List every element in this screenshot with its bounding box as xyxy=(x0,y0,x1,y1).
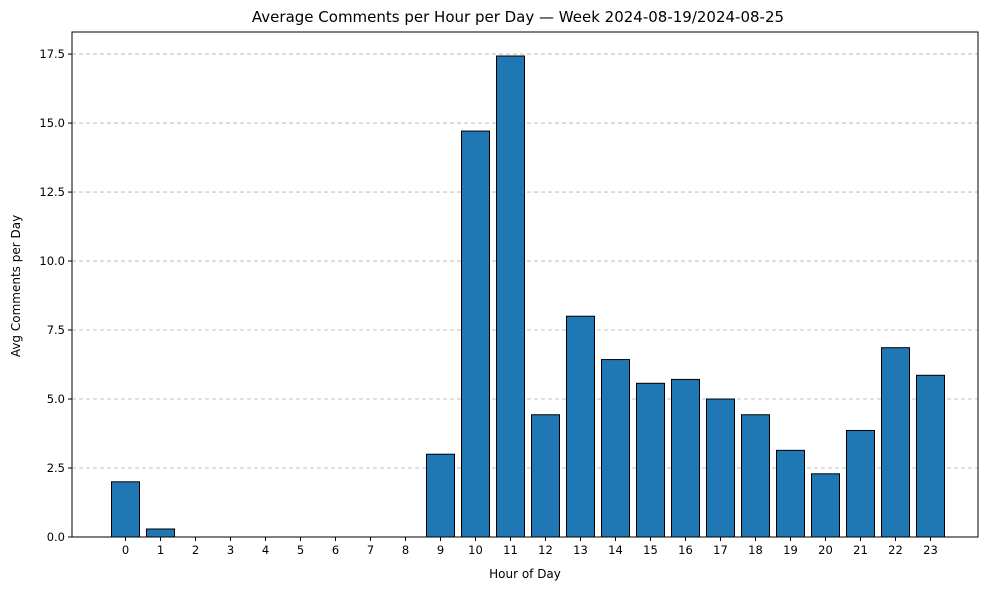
x-tick-label: 2 xyxy=(192,543,199,557)
bar-hour-20 xyxy=(811,473,840,538)
plot-frame xyxy=(71,31,979,538)
bar-hour-18 xyxy=(741,414,770,538)
x-tick-label: 0 xyxy=(122,543,129,557)
bar-hour-1 xyxy=(146,528,175,538)
x-tick-label: 8 xyxy=(402,543,409,557)
x-tick-label: 20 xyxy=(818,543,833,557)
bar-hour-0 xyxy=(111,481,140,538)
x-tick-label: 12 xyxy=(538,543,553,557)
x-tick-label: 21 xyxy=(853,543,868,557)
bar-hour-12 xyxy=(531,414,560,538)
y-tick-label: 7.5 xyxy=(47,323,65,337)
x-tick-label: 5 xyxy=(297,543,304,557)
bar-hour-15 xyxy=(636,382,665,538)
bar-hour-14 xyxy=(601,359,630,538)
x-tick-label: 17 xyxy=(713,543,728,557)
bars xyxy=(111,55,945,538)
x-tick-label: 3 xyxy=(227,543,234,557)
bar-hour-11 xyxy=(496,55,525,538)
y-tick-label: 17.5 xyxy=(39,47,65,61)
bar-hour-21 xyxy=(846,429,875,538)
bar-hour-10 xyxy=(461,130,490,538)
bar-hour-23 xyxy=(916,374,945,538)
bar-hour-22 xyxy=(881,347,910,538)
x-tick-label: 6 xyxy=(332,543,339,557)
y-tick-label: 10.0 xyxy=(39,254,65,268)
bar-hour-17 xyxy=(706,398,735,538)
bar-hour-13 xyxy=(566,315,595,538)
x-tick-label: 4 xyxy=(262,543,269,557)
y-tick-label: 0.0 xyxy=(47,530,65,544)
x-tick-label: 15 xyxy=(643,543,658,557)
y-ticks: 0.0 2.5 5.0 7.5 10.0 12.5 15.0 17.5 xyxy=(39,47,72,544)
x-tick-label: 10 xyxy=(468,543,483,557)
x-axis-label: Hour of Day xyxy=(489,567,561,581)
x-tick-label: 7 xyxy=(367,543,374,557)
bar-hour-16 xyxy=(671,378,700,538)
y-tick-label: 5.0 xyxy=(47,392,65,406)
y-tick-label: 15.0 xyxy=(39,116,65,130)
bar-hour-9 xyxy=(426,453,455,538)
y-tick-label: 2.5 xyxy=(47,461,65,475)
chart-title: Average Comments per Hour per Day — Week… xyxy=(252,8,784,26)
x-tick-label: 11 xyxy=(503,543,518,557)
y-tick-label: 12.5 xyxy=(39,185,65,199)
x-tick-label: 22 xyxy=(888,543,903,557)
x-tick-label: 1 xyxy=(157,543,164,557)
x-tick-label: 18 xyxy=(748,543,763,557)
x-ticks: 0 1 2 3 4 5 6 7 8 9 10 11 12 13 14 15 16 17 18 19 20 21 22 23 xyxy=(122,537,938,557)
x-tick-label: 13 xyxy=(573,543,588,557)
x-tick-label: 19 xyxy=(783,543,798,557)
x-tick-label: 16 xyxy=(678,543,693,557)
x-tick-label: 14 xyxy=(608,543,623,557)
bar-hour-19 xyxy=(776,449,805,538)
x-tick-label: 9 xyxy=(437,543,444,557)
x-tick-label: 23 xyxy=(923,543,938,557)
y-axis-label: Avg Comments per Day xyxy=(9,215,23,357)
